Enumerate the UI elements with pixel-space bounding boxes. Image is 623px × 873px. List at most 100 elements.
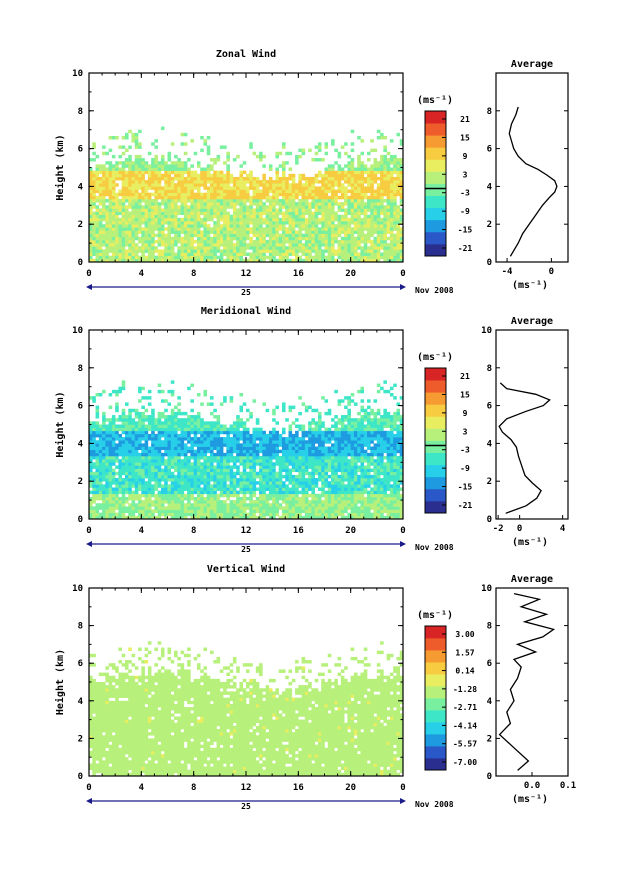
heatmap-cell [157,227,162,231]
heatmap-cell [134,506,139,510]
heatmap-cell [373,199,378,203]
heatmap-cell [183,180,188,184]
heatmap-cell [219,512,224,517]
heatmap-cell [115,437,119,441]
heatmap-cell [265,246,270,250]
heatmap-cell [324,208,329,212]
heatmap-cell [134,243,139,247]
heatmap-cell [174,465,178,469]
heatmap-cell [147,186,152,190]
heatmap-cell [105,173,109,178]
heatmap-cell [262,506,266,510]
heatmap-cell [291,474,296,479]
heatmap-cell [128,249,132,253]
heatmap-cell [340,230,345,234]
heatmap-cell [259,427,263,432]
heatmap-cell [144,221,149,225]
heatmap-cell [301,189,306,193]
heatmap-cell [246,515,250,520]
heatmap-cell [285,189,289,193]
heatmap-cell [278,484,283,488]
heatmap-cell [190,252,194,256]
heatmap-cell [183,465,188,469]
heatmap-cell [249,487,253,491]
heatmap-cell [193,224,198,228]
heatmap-cell [147,202,152,206]
heatmap-cell [268,509,273,513]
heatmap-cell [232,211,237,216]
heatmap-cell [262,465,266,469]
heatmap-cell [281,246,286,250]
heatmap-cell [393,192,397,197]
heatmap-cell [242,246,247,250]
heatmap-cell [213,199,217,203]
heatmap-cell [226,180,230,184]
heatmap-cell [190,205,194,209]
heatmap-cell [180,446,185,450]
heatmap-cell [206,208,211,212]
heatmap-cell [216,158,221,162]
heatmap-cell [154,474,158,479]
heatmap-cell [128,478,132,482]
heatmap-cell [216,459,221,463]
heatmap-cell [144,233,149,238]
heatmap-cell [308,202,312,206]
heatmap-cell [108,493,113,498]
heatmap-cell [174,443,178,447]
heatmap-cell [190,199,194,203]
heatmap-cell [111,224,116,228]
heatmap-cell [144,192,149,197]
x-tick-label: 16 [293,269,304,279]
heatmap-cell [111,452,116,457]
heatmap-cell [174,515,178,520]
heatmap-cell [219,211,224,216]
heatmap-cell [278,211,283,216]
heatmap-cell [376,246,381,250]
heatmap-cell [98,503,103,507]
heatmap-cell [147,236,152,241]
heatmap-cell [331,236,335,241]
heatmap-cell [160,161,165,165]
heatmap-cell [311,176,315,181]
heatmap-cell [278,189,283,193]
heatmap-cell [259,481,263,485]
heatmap-cell [304,227,309,231]
heatmap-cell [219,199,224,203]
heatmap-cell [134,199,139,203]
heatmap-cell [95,167,100,171]
heatmap-cell [386,167,391,171]
heatmap-cell [180,217,185,222]
heatmap-cell [236,443,240,447]
heatmap-cell [249,142,253,146]
heatmap-cell [239,424,244,428]
heatmap-cell [98,512,103,517]
heatmap-cell [301,249,306,253]
heatmap-cell [128,183,132,187]
heatmap-cell [334,199,338,203]
heatmap-cell [314,214,319,219]
heatmap-cell [128,503,132,507]
heatmap-cell [111,192,116,197]
heatmap-cell [111,189,116,193]
heatmap-cell [324,142,329,146]
heatmap-cell [196,503,201,507]
heatmap-cell [308,236,312,241]
heatmap-cell [321,249,325,253]
heatmap-cell [291,211,296,216]
heatmap-cell [98,487,103,491]
heatmap-cell [164,249,168,253]
heatmap-cell [229,236,234,241]
heatmap-cell [128,186,132,190]
heatmap-cell [190,139,194,143]
heatmap-cell [340,246,345,250]
heatmap-cell [170,258,175,263]
heatmap-cell [285,512,289,517]
heatmap-cell [278,496,283,501]
heatmap-cell [138,214,142,219]
heatmap-cell [141,214,145,219]
heatmap-cell [187,221,191,225]
heatmap-cell [147,246,152,250]
heatmap-cell [223,471,227,476]
heatmap-cell [193,424,198,428]
heatmap-cell [337,186,342,190]
